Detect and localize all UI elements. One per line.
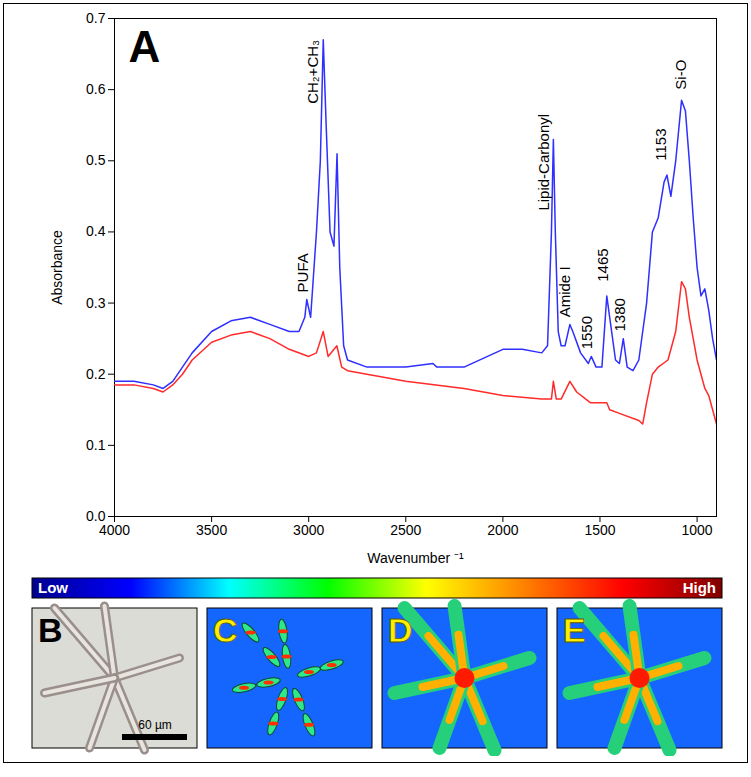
svg-text:0.3: 0.3 — [86, 295, 106, 311]
svg-text:4000: 4000 — [99, 522, 130, 538]
svg-text:0.0: 0.0 — [86, 508, 106, 524]
svg-text:1153: 1153 — [652, 129, 669, 161]
svg-text:1000: 1000 — [682, 522, 713, 538]
svg-text:PUFA: PUFA — [294, 253, 311, 292]
svg-text:Amide I: Amide I — [556, 266, 573, 317]
svg-text:Si-O: Si-O — [672, 60, 689, 90]
svg-text:0.6: 0.6 — [86, 81, 106, 97]
svg-text:C: C — [213, 611, 238, 649]
svg-text:CH₂+CH₃: CH₂+CH₃ — [304, 40, 321, 104]
svg-text:60 µm: 60 µm — [138, 718, 172, 732]
svg-text:Low: Low — [38, 579, 68, 596]
svg-text:Absorbance: Absorbance — [49, 230, 65, 305]
svg-text:A: A — [129, 22, 161, 71]
svg-text:E: E — [563, 611, 586, 649]
svg-text:0.2: 0.2 — [86, 366, 106, 382]
svg-text:0.4: 0.4 — [86, 223, 106, 239]
svg-text:0.7: 0.7 — [86, 10, 106, 26]
svg-text:3000: 3000 — [293, 522, 324, 538]
svg-text:0.5: 0.5 — [86, 152, 106, 168]
svg-text:0.1: 0.1 — [86, 437, 106, 453]
svg-text:1550: 1550 — [578, 316, 595, 349]
svg-text:Lipid-Carbonyl: Lipid-Carbonyl — [535, 114, 552, 211]
svg-text:D: D — [388, 611, 413, 649]
svg-text:1465: 1465 — [594, 248, 611, 281]
svg-text:2500: 2500 — [390, 522, 421, 538]
svg-text:B: B — [38, 611, 63, 649]
svg-text:2000: 2000 — [487, 522, 518, 538]
svg-text:Wavenumber ⁻¹: Wavenumber ⁻¹ — [367, 550, 464, 566]
svg-text:1380: 1380 — [611, 298, 628, 331]
svg-text:High: High — [683, 579, 716, 596]
svg-text:1500: 1500 — [584, 522, 615, 538]
svg-text:3500: 3500 — [196, 522, 227, 538]
